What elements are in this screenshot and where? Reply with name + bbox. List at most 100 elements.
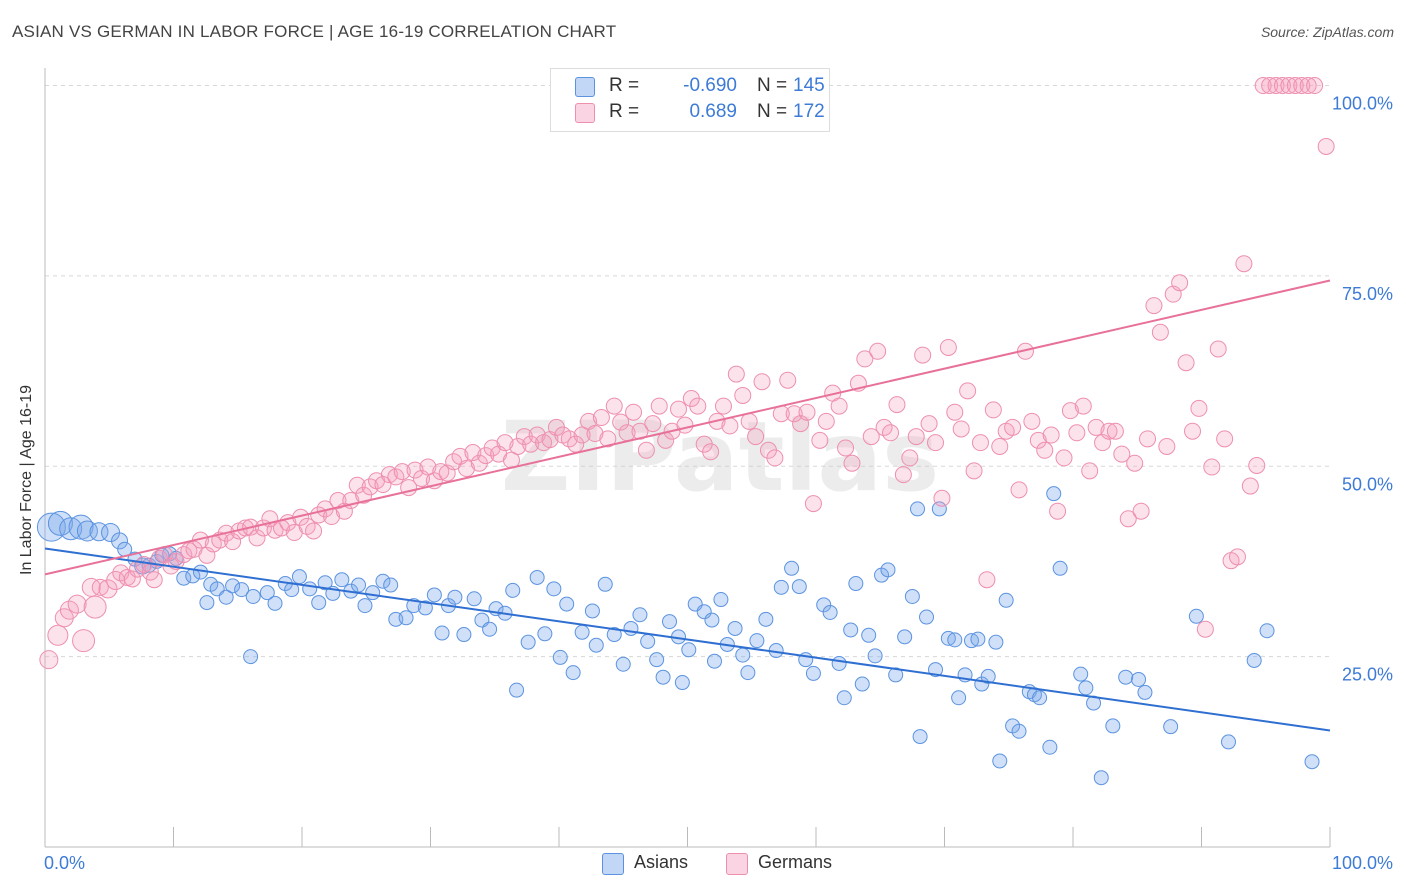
german-point	[965, 462, 983, 480]
asian-point	[357, 598, 373, 614]
asian-point	[234, 582, 250, 598]
german-point	[644, 415, 662, 433]
german-point	[1306, 77, 1324, 95]
trend-lines	[44, 279, 1331, 732]
german-point	[432, 463, 450, 481]
german-point	[305, 522, 323, 540]
german-point	[380, 466, 398, 484]
asian-point	[632, 607, 648, 623]
german-point	[605, 397, 623, 415]
asian-point	[509, 682, 525, 698]
asian-point	[773, 579, 789, 595]
asian-point	[910, 501, 926, 517]
german-point	[483, 439, 501, 457]
asian-point	[291, 569, 307, 585]
asian-point	[919, 609, 935, 625]
german-point	[72, 629, 96, 653]
asian-point	[36, 512, 66, 542]
asian-legend-label: Asians	[634, 852, 689, 872]
german-point	[457, 460, 475, 478]
german-point	[1190, 399, 1208, 417]
german-point	[1139, 430, 1157, 448]
asian-point	[225, 578, 241, 594]
asian-point	[59, 517, 83, 541]
german-point	[804, 495, 822, 513]
asian-point	[848, 576, 864, 592]
german-point	[355, 486, 373, 504]
german-point	[329, 492, 347, 510]
asian-point	[880, 562, 896, 578]
german-point	[920, 415, 938, 433]
asian-point	[537, 626, 553, 642]
asian-point	[867, 648, 883, 664]
source-label: Source: ZipAtlas.com	[1260, 24, 1394, 40]
german-point	[882, 424, 900, 442]
german-point	[1293, 77, 1311, 95]
german-point	[1254, 77, 1272, 95]
gridlines	[45, 85, 1330, 658]
german-point	[971, 434, 989, 452]
german-point	[670, 400, 688, 418]
german-point	[59, 600, 79, 620]
asian-point	[218, 589, 234, 605]
series-asians	[36, 486, 1320, 786]
german-point	[1036, 441, 1054, 459]
asian-point	[398, 610, 414, 626]
asian-point	[674, 675, 690, 691]
r-label: R =	[609, 101, 640, 122]
german-point	[702, 443, 720, 461]
german-point	[1261, 77, 1279, 95]
german-trend-line	[44, 279, 1331, 576]
german-point	[856, 350, 874, 368]
german-point	[91, 578, 109, 596]
asian-point	[466, 591, 482, 607]
german-point	[586, 425, 604, 443]
asian-point	[1105, 718, 1121, 734]
asian-point	[1163, 719, 1179, 735]
asian-point	[727, 620, 743, 636]
german-point	[1216, 430, 1234, 448]
asian-point	[822, 604, 838, 620]
german-point	[599, 430, 617, 448]
asian-point	[334, 572, 350, 588]
german-point	[907, 428, 925, 446]
german-point	[1273, 77, 1291, 95]
german-point	[991, 437, 1009, 455]
asian-point	[311, 595, 327, 611]
asian-point	[655, 669, 671, 685]
german-point	[637, 441, 655, 459]
asian-point	[47, 510, 73, 536]
asian-point	[546, 581, 562, 597]
german-point	[248, 529, 266, 547]
german-point	[1126, 454, 1144, 472]
r-label: R =	[609, 75, 640, 96]
asian-legend-swatch	[602, 853, 624, 875]
asian-point	[559, 596, 575, 612]
german-point	[573, 426, 591, 444]
axes	[44, 68, 1331, 848]
asian-point	[199, 595, 215, 611]
asian-point	[749, 633, 765, 649]
german-point	[47, 624, 69, 646]
german-point	[946, 403, 964, 421]
asian-point	[426, 587, 442, 603]
german-point	[1029, 431, 1047, 449]
asian-point	[375, 573, 391, 589]
german-point	[984, 401, 1002, 419]
german-point	[1228, 548, 1246, 566]
asian-point	[243, 649, 259, 665]
german-point	[348, 476, 366, 494]
german-point	[1061, 402, 1079, 420]
german-legend-label: Germans	[758, 852, 833, 872]
german-legend-swatch	[726, 853, 748, 875]
german-point	[1280, 77, 1298, 95]
asian-point	[988, 634, 1004, 650]
y-tick-label: 50.0%	[1342, 474, 1393, 494]
asian-point	[836, 690, 852, 706]
german-point	[1235, 255, 1253, 273]
german-point	[727, 365, 745, 383]
german-point	[522, 435, 540, 453]
asian-point	[606, 627, 622, 643]
asian-point	[805, 665, 821, 681]
